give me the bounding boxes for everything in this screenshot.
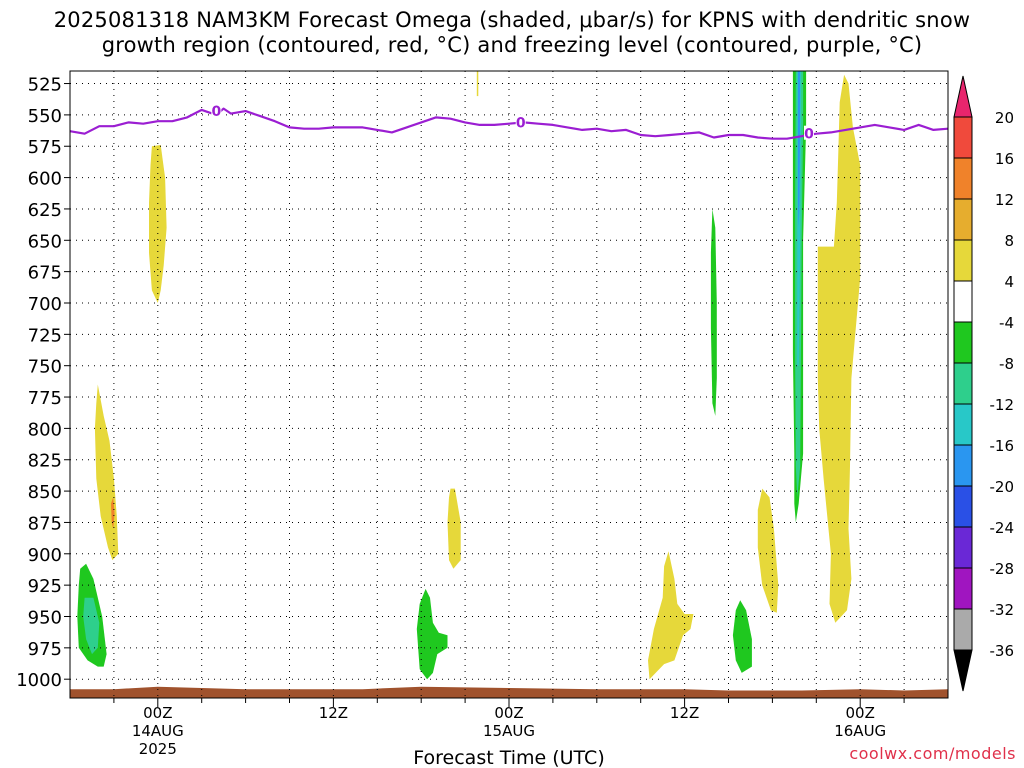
x-tick-date: 15AUG (483, 722, 535, 740)
x-tick-date: 2025 (139, 740, 177, 758)
y-tick-label: 950 (28, 607, 62, 628)
colorbar-label: -8 (999, 355, 1014, 373)
omega-region-16 (798, 71, 800, 228)
freezing-level-contour: 0 0 0 (69, 103, 949, 143)
colorbar-bottom-arrow (953, 649, 973, 692)
colorbar-swatch (953, 608, 973, 651)
chart-title-line-1: 2025081318 NAM3KM Forecast Omega (shaded… (53, 8, 971, 32)
colorbar-label: 8 (1004, 232, 1014, 250)
y-tick-label: 975 (28, 639, 62, 660)
colorbar-label: 12 (995, 191, 1014, 209)
freezing-level-label: 0 (211, 104, 221, 120)
freezing-level-label: 0 (516, 115, 526, 131)
x-tick-date: 14AUG (132, 722, 184, 740)
surface-band (70, 686, 948, 698)
freezing-label-bg (211, 103, 222, 118)
y-tick-label: 575 (28, 137, 62, 158)
omega-region-6 (476, 71, 479, 97)
colorbar-legend: 20 16 12 8 4 -4 -8 -12 -16 -20 -24 -28 -32 -36 (953, 75, 1015, 692)
omega-region-10 (732, 600, 752, 673)
y-tick-label: 675 (28, 263, 62, 284)
x-tick-label: 00Z (143, 704, 172, 722)
y-tick-label: 650 (28, 231, 62, 252)
colorbar-label: -20 (990, 478, 1015, 496)
y-tick-label: 775 (28, 388, 62, 409)
freezing-label-bg (515, 114, 526, 129)
y-axis: 525 550 575 600 625 650 675 700 725 750 775 800 825 8… (16, 75, 70, 691)
y-tick-label: 1000 (16, 670, 62, 691)
omega-region-7 (416, 588, 448, 680)
colorbar-swatch (953, 116, 973, 159)
y-tick-label: 550 (28, 106, 62, 127)
y-tick-label: 875 (28, 513, 62, 534)
x-tick-label: 12Z (319, 704, 348, 722)
y-tick-label: 750 (28, 357, 62, 378)
omega-shaded-regions (77, 71, 861, 680)
y-tick-label: 600 (28, 169, 62, 190)
colorbar-swatch (953, 239, 973, 282)
colorbar-label: -36 (990, 642, 1015, 660)
y-tick-label: 800 (28, 419, 62, 440)
x-tick-date: 16AUG (834, 722, 886, 740)
colorbar-label: 4 (1004, 273, 1014, 291)
x-axis-label: Forecast Time (UTC) (413, 747, 604, 768)
chart-grid (70, 71, 948, 698)
y-tick-label: 850 (28, 482, 62, 503)
y-tick-label: 625 (28, 200, 62, 221)
colorbar-label: -4 (999, 314, 1014, 332)
colorbar-swatch (953, 567, 973, 610)
x-tick-label: 00Z (494, 704, 523, 722)
colorbar-label: 16 (995, 150, 1014, 168)
colorbar-swatch (953, 198, 973, 241)
colorbar-swatch (953, 321, 973, 364)
credit-text: coolwx.com/models (849, 744, 1016, 763)
freezing-label-bg (803, 125, 814, 140)
omega-region-9 (710, 208, 717, 416)
omega-region-11 (757, 488, 779, 613)
y-tick-label: 700 (28, 294, 62, 315)
y-tick-label: 900 (28, 545, 62, 566)
omega-region-5 (447, 488, 461, 569)
y-tick-label: 525 (28, 75, 62, 96)
x-tick-label: 00Z (846, 704, 875, 722)
chart-title-line-2: growth region (contoured, red, °C) and f… (101, 33, 923, 57)
omega-region-12 (817, 74, 861, 623)
colorbar-label: -16 (990, 437, 1015, 455)
omega-region-2 (111, 497, 115, 529)
colorbar-swatch (953, 362, 973, 405)
y-tick-label: 725 (28, 325, 62, 346)
colorbar-swatch (953, 485, 973, 528)
omega-region-4 (83, 597, 100, 655)
omega-region-1 (94, 384, 119, 561)
plot-frame (69, 70, 949, 699)
colorbar-label: -28 (990, 560, 1015, 578)
colorbar-swatch (953, 157, 973, 200)
freezing-level-label: 0 (804, 127, 814, 143)
colorbar-label: -32 (990, 601, 1015, 619)
colorbar-swatch (953, 526, 973, 569)
omega-region-0 (149, 145, 167, 303)
colorbar-swatch (953, 444, 973, 487)
colorbar-top-arrow (953, 75, 973, 118)
y-tick-label: 925 (28, 576, 62, 597)
colorbar-label: -12 (990, 396, 1015, 414)
surface-terrain (70, 686, 948, 698)
omega-region-8 (648, 551, 694, 680)
colorbar-swatch (953, 280, 973, 323)
colorbar-label: -24 (990, 519, 1015, 537)
colorbar-label: 20 (995, 109, 1014, 127)
x-tick-label: 12Z (670, 704, 699, 722)
colorbar-swatch (953, 403, 973, 446)
y-tick-label: 825 (28, 451, 62, 472)
